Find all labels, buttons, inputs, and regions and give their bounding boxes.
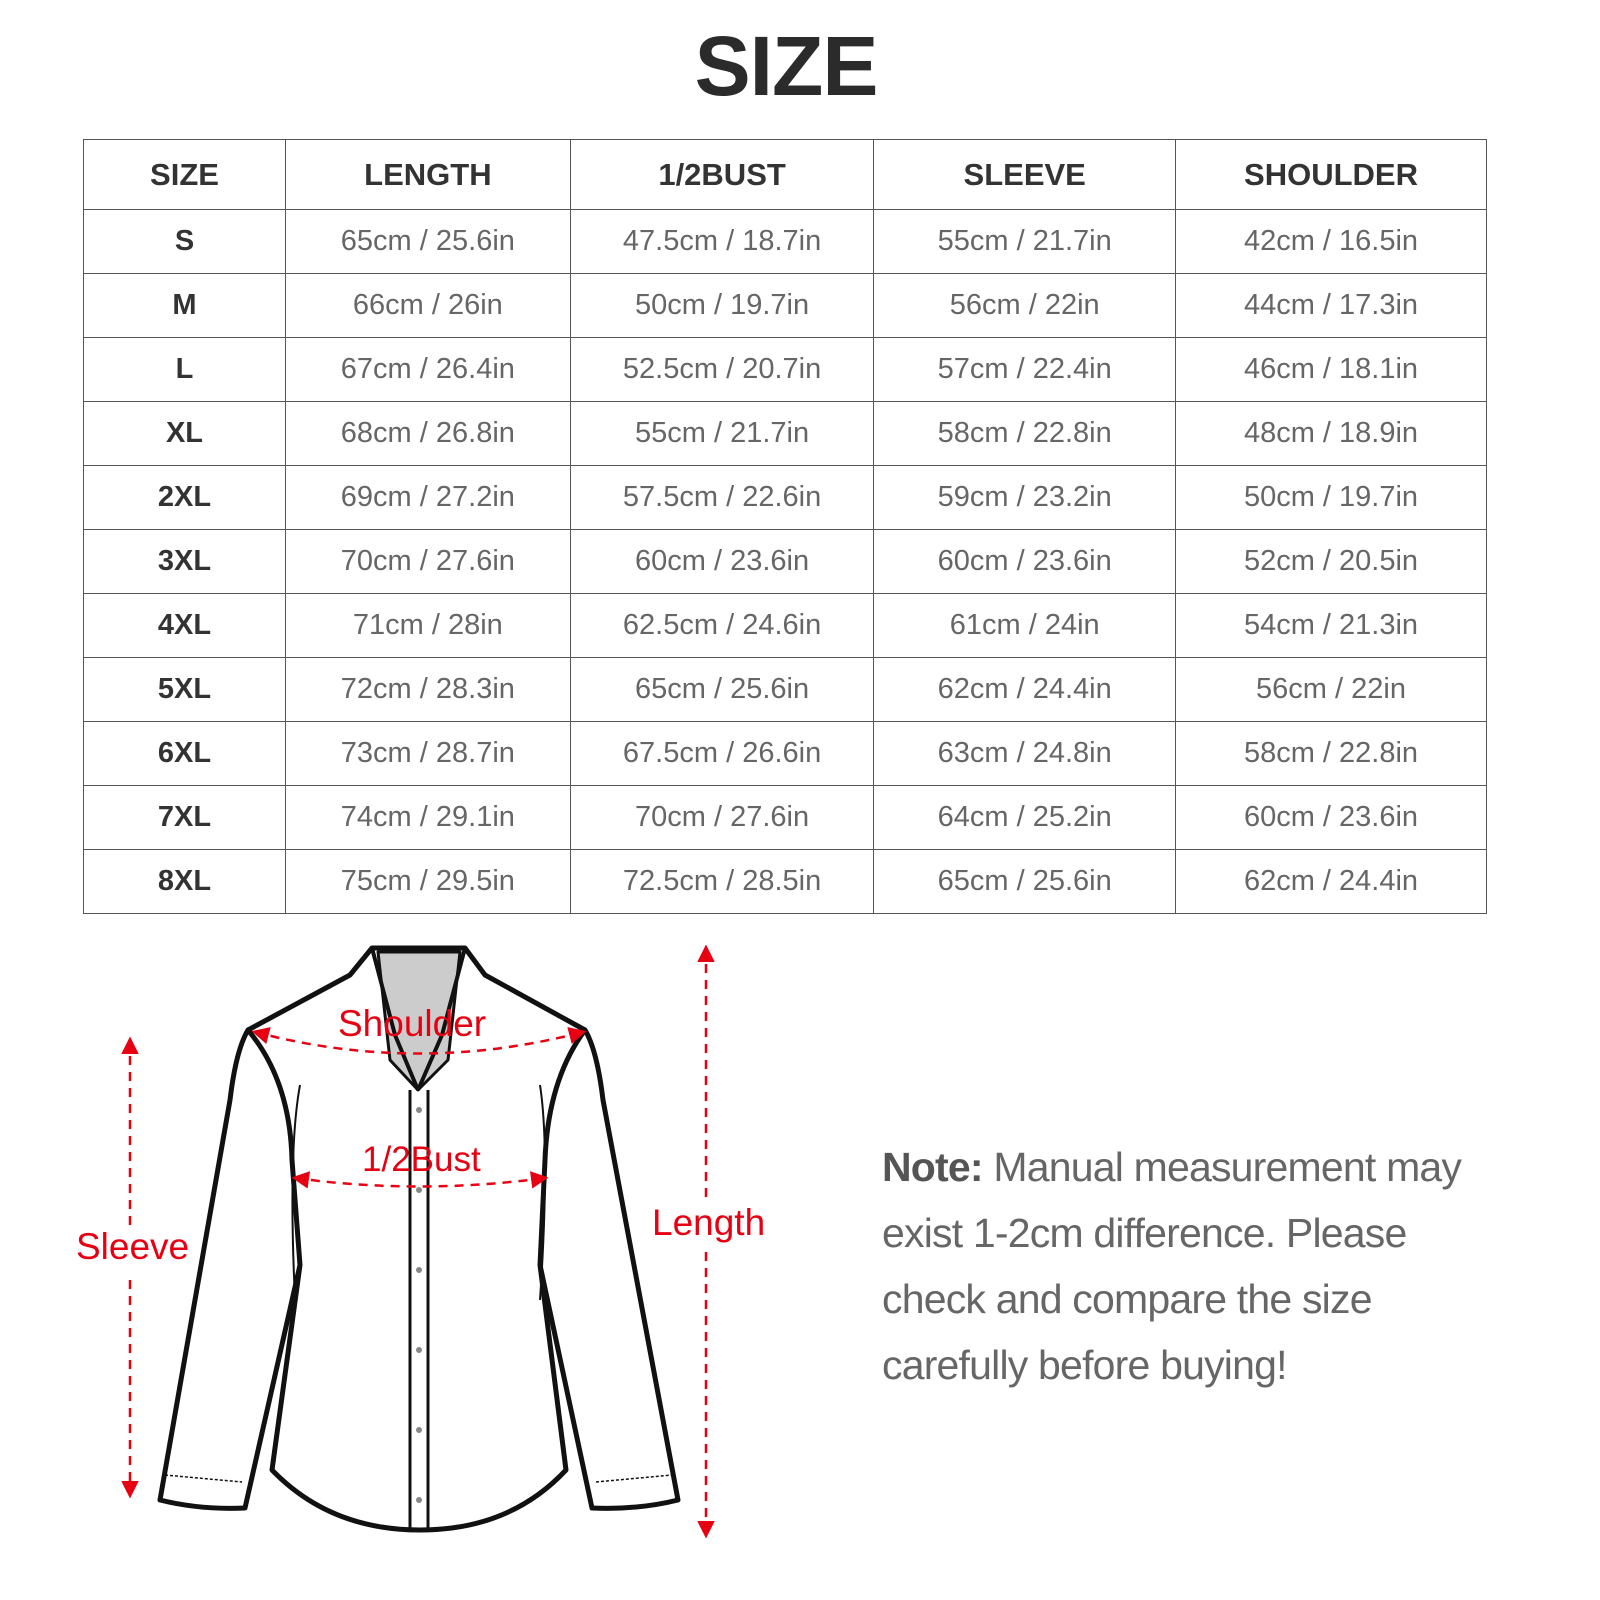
measurement-cell: 62.5cm / 24.6in [569, 593, 875, 658]
shoulder-label: Shoulder [338, 1003, 487, 1044]
measurement-cell: 75cm / 29.5in [284, 849, 571, 914]
measurement-cell: 46cm / 18.1in [1175, 337, 1487, 402]
table-row: 8XL 75cm / 29.5in 72.5cm / 28.5in 65cm / 25… [83, 849, 1487, 914]
column-header: SLEEVE [873, 139, 1176, 210]
size-cell: 3XL [83, 529, 286, 594]
measurement-cell: 72cm / 28.3in [284, 657, 571, 722]
measurement-cell: 69cm / 27.2in [284, 465, 571, 530]
table-row: M 66cm / 26in 50cm / 19.7in 56cm / 22in 44cm… [83, 273, 1487, 338]
measurement-cell: 54cm / 21.3in [1175, 593, 1487, 658]
measurement-cell: 68cm / 26.8in [284, 401, 571, 466]
measurement-cell: 44cm / 17.3in [1175, 273, 1487, 338]
column-header: SHOULDER [1175, 139, 1487, 210]
table-row: 6XL 73cm / 28.7in 67.5cm / 26.6in 63cm / 24… [83, 721, 1487, 786]
measurement-cell: 56cm / 22in [1175, 657, 1487, 722]
measurement-cell: 65cm / 25.6in [873, 849, 1176, 914]
size-cell: 2XL [83, 465, 286, 530]
measurement-cell: 48cm / 18.9in [1175, 401, 1487, 466]
size-cell: S [83, 209, 286, 274]
measurement-cell: 62cm / 24.4in [1175, 849, 1487, 914]
measurement-cell: 66cm / 26in [284, 273, 571, 338]
note-body: Manual measurement may exist 1-2cm diffe… [882, 1144, 1462, 1388]
measurement-cell: 50cm / 19.7in [569, 273, 875, 338]
bust-label: 1/2Bust [362, 1140, 481, 1179]
measurement-cell: 50cm / 19.7in [1175, 465, 1487, 530]
measurement-cell: 70cm / 27.6in [569, 785, 875, 850]
measurement-cell: 67cm / 26.4in [284, 337, 571, 402]
buttons [416, 1107, 422, 1503]
shirt-outline-icon [157, 945, 681, 1533]
measurement-cell: 64cm / 25.2in [873, 785, 1176, 850]
size-cell: 5XL [83, 657, 286, 722]
measurement-cell: 60cm / 23.6in [1175, 785, 1487, 850]
measurement-cell: 72.5cm / 28.5in [569, 849, 875, 914]
table-row: 5XL 72cm / 28.3in 65cm / 25.6in 62cm / 24.4… [83, 657, 1487, 722]
length-label: Length [652, 1202, 766, 1243]
table-row: 7XL 74cm / 29.1in 70cm / 27.6in 64cm / 25.2… [83, 785, 1487, 850]
page-title: SIZE [694, 19, 879, 113]
measurement-cell: 47.5cm / 18.7in [569, 209, 875, 274]
measurement-cell: 58cm / 22.8in [873, 401, 1176, 466]
column-header: 1/2BUST [569, 139, 875, 210]
measurement-cell: 65cm / 25.6in [569, 657, 875, 722]
size-cell: L [83, 337, 286, 402]
measurement-cell: 57cm / 22.4in [873, 337, 1176, 402]
measurement-cell: 74cm / 29.1in [284, 785, 571, 850]
measurement-cell: 71cm / 28in [284, 593, 571, 658]
table-row: 3XL 70cm / 27.6in 60cm / 23.6in 60cm / 23.6… [83, 529, 1487, 594]
measurement-cell: 57.5cm / 22.6in [569, 465, 875, 530]
measurement-cell: 60cm / 23.6in [569, 529, 875, 594]
measurement-cell: 52cm / 20.5in [1175, 529, 1487, 594]
size-cell: 4XL [83, 593, 286, 658]
measurement-cell: 55cm / 21.7in [569, 401, 875, 466]
column-header: SIZE [83, 139, 286, 210]
measurement-cell: 70cm / 27.6in [284, 529, 571, 594]
measurement-cell: 42cm / 16.5in [1175, 209, 1487, 274]
note-label: Note: [882, 1144, 984, 1190]
table-header-row: SIZE LENGTH 1/2BUST SLEEVE SHOULDER [83, 139, 1487, 210]
size-table: SIZE LENGTH 1/2BUST SLEEVE SHOULDER S 65cm / … [83, 139, 1487, 914]
measurement-cell: 60cm / 23.6in [873, 529, 1176, 594]
measurement-cell: 59cm / 23.2in [873, 465, 1176, 530]
table-row: XL 68cm / 26.8in 55cm / 21.7in 58cm / 22.8i… [83, 401, 1487, 466]
measurement-cell: 65cm / 25.6in [284, 209, 571, 274]
note-text: Note: Manual measurement may exist 1-2cm… [882, 1134, 1492, 1398]
measurement-cell: 52.5cm / 20.7in [569, 337, 875, 402]
measurement-cell: 58cm / 22.8in [1175, 721, 1487, 786]
shoulder-measure-line [251, 1027, 587, 1055]
table-row: S 65cm / 25.6in 47.5cm / 18.7in 55cm / 21.7… [83, 209, 1487, 274]
size-cell: M [83, 273, 286, 338]
size-cell: 6XL [83, 721, 286, 786]
sleeve-label: Sleeve [76, 1226, 190, 1267]
measurement-cell: 56cm / 22in [873, 273, 1176, 338]
size-cell: 8XL [83, 849, 286, 914]
measurement-cell: 62cm / 24.4in [873, 657, 1176, 722]
table-row: L 67cm / 26.4in 52.5cm / 20.7in 57cm / 22.4… [83, 337, 1487, 402]
table-row: 2XL 69cm / 27.2in 57.5cm / 22.6in 59cm / 23… [83, 465, 1487, 530]
measurement-cell: 73cm / 28.7in [284, 721, 571, 786]
size-cell: 7XL [83, 785, 286, 850]
